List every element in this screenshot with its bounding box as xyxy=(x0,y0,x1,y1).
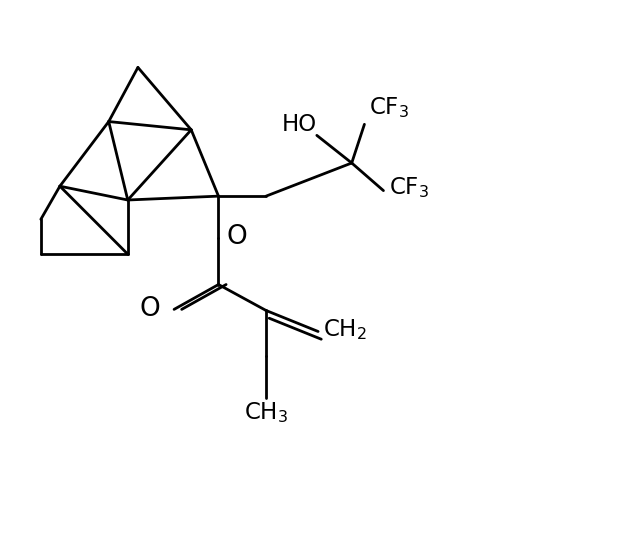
Text: CF$_3$: CF$_3$ xyxy=(369,95,410,120)
Text: O: O xyxy=(226,224,247,250)
Text: CF$_3$: CF$_3$ xyxy=(388,175,429,200)
Text: CH$_2$: CH$_2$ xyxy=(323,318,367,342)
Text: HO: HO xyxy=(282,113,317,136)
Text: CH$_3$: CH$_3$ xyxy=(244,400,288,425)
Text: O: O xyxy=(140,296,160,323)
